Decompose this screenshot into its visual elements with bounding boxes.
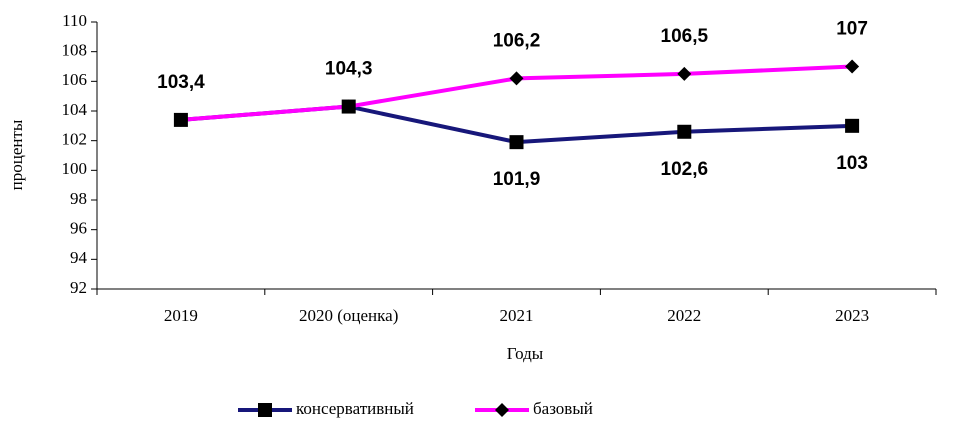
y-tick-label: 96 — [70, 219, 87, 238]
data-label: 106,5 — [661, 26, 709, 47]
y-axis-label: проценты — [7, 119, 26, 190]
x-tick-label: 2023 — [835, 306, 869, 325]
y-tick-label: 108 — [62, 41, 88, 60]
x-tick-label: 2022 — [667, 306, 701, 325]
y-tick-label: 110 — [62, 11, 87, 30]
marker — [845, 59, 860, 74]
data-label: 103,4 — [157, 72, 205, 93]
data-label: 101,9 — [493, 169, 541, 190]
data-label: 102,6 — [661, 159, 709, 180]
data-label: 106,2 — [493, 30, 541, 51]
legend-marker — [258, 403, 272, 417]
y-tick-label: 94 — [70, 248, 88, 267]
data-label: 104,3 — [325, 59, 373, 80]
x-axis-label: Годы — [507, 344, 544, 363]
marker — [677, 66, 692, 81]
legend-marker — [495, 403, 509, 417]
marker — [845, 118, 860, 133]
marker — [341, 99, 356, 114]
y-tick-label: 104 — [62, 100, 88, 119]
x-tick-label: 2019 — [164, 306, 198, 325]
marker — [509, 71, 524, 86]
y-tick-label: 92 — [70, 278, 87, 297]
x-tick-label: 2021 — [500, 306, 534, 325]
y-tick-label: 100 — [62, 159, 88, 178]
x-tick-label: 2020 (оценка) — [299, 306, 398, 325]
data-label: 107 — [836, 19, 868, 40]
marker — [677, 124, 692, 139]
marker — [509, 135, 524, 150]
data-label: 103 — [836, 153, 868, 174]
y-tick-label: 106 — [62, 70, 88, 89]
marker — [173, 112, 188, 127]
y-tick-label: 102 — [62, 130, 88, 149]
y-tick-label: 98 — [70, 189, 87, 208]
legend-label: базовый — [533, 399, 593, 418]
legend-label: консервативный — [296, 399, 414, 418]
